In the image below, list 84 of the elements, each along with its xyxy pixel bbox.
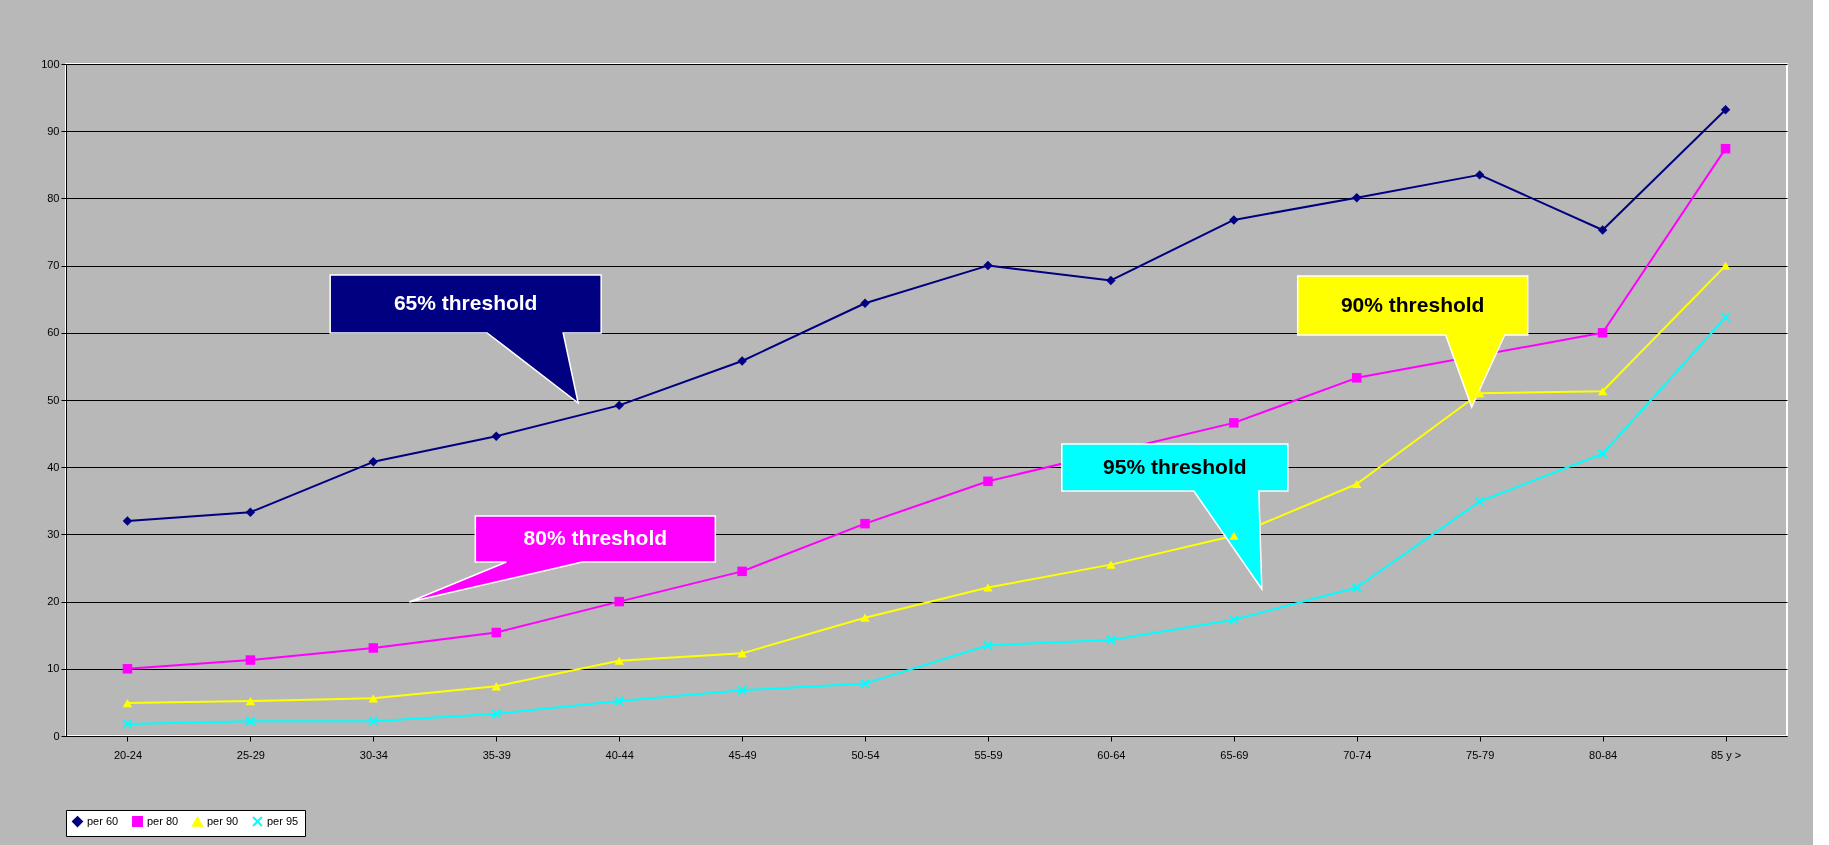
- point: [1105, 634, 1117, 646]
- point: [368, 716, 379, 727]
- point: [245, 716, 256, 727]
- point: [1229, 531, 1239, 540]
- point: [614, 695, 625, 707]
- point: [983, 260, 993, 271]
- x-tick-label: 40-44: [605, 748, 634, 761]
- point: [1474, 389, 1485, 398]
- point: [1229, 215, 1239, 225]
- y-tick-label: 30: [47, 527, 60, 540]
- x-tick-label: 50-54: [851, 748, 880, 761]
- x-tick-label: 75-79: [1466, 748, 1495, 761]
- annotation: 90% threshold: [1340, 292, 1485, 316]
- point: [1106, 275, 1116, 286]
- y-tick-label: 90: [47, 124, 60, 137]
- point: [1229, 418, 1239, 428]
- y-tick-label: 80: [47, 191, 60, 204]
- annotation: 95% threshold: [1103, 454, 1247, 478]
- x-tick-label: 60-64: [1097, 748, 1126, 761]
- y-tick-label: 60: [47, 326, 60, 339]
- point: [122, 516, 133, 526]
- point: [245, 507, 256, 517]
- x-tick-label: 85 y >: [1710, 748, 1742, 761]
- point: [982, 640, 994, 651]
- x-tick-label: 35-39: [482, 748, 511, 761]
- point: [1474, 496, 1485, 507]
- x-tick-label: 25-29: [236, 748, 265, 761]
- point: [122, 664, 133, 674]
- point: [860, 518, 870, 529]
- point: [737, 649, 747, 658]
- legend-label: per 95: [267, 814, 299, 827]
- point: [1474, 170, 1485, 180]
- x-tick-label: 45-49: [728, 748, 757, 761]
- point: [245, 655, 256, 665]
- point: [122, 718, 133, 730]
- x-tick-label: 80-84: [1589, 748, 1618, 761]
- point: [1106, 560, 1116, 569]
- point: [860, 613, 870, 622]
- y-tick-label: 50: [47, 393, 60, 406]
- point: [491, 682, 501, 691]
- y-tick-label: 40: [47, 460, 60, 473]
- y-tick-label: 100: [41, 57, 60, 70]
- annotation: 80% threshold: [523, 526, 668, 549]
- point: [614, 656, 624, 665]
- point: [983, 476, 993, 487]
- point: [1597, 225, 1608, 235]
- point: [491, 708, 502, 720]
- point: [1597, 328, 1608, 338]
- annotation: 65% threshold: [393, 291, 538, 314]
- point: [1720, 104, 1731, 115]
- point: [368, 457, 379, 467]
- point: [1352, 373, 1362, 383]
- y-tick-label: 70: [47, 259, 60, 272]
- legend-label: per 60: [87, 814, 119, 827]
- y-tick-label: 10: [47, 662, 60, 675]
- point: [368, 643, 379, 653]
- point: [737, 566, 747, 577]
- point: [245, 696, 256, 706]
- point: [859, 678, 871, 689]
- x-tick-label: 55-59: [974, 748, 1003, 761]
- point: [1720, 261, 1731, 270]
- legend-label: per 90: [207, 814, 239, 827]
- point: [614, 400, 624, 411]
- point: [983, 583, 993, 592]
- point: [122, 698, 133, 708]
- point: [1597, 448, 1608, 459]
- point: [491, 627, 501, 638]
- x-tick-label: 65-69: [1220, 748, 1249, 761]
- x-tick-label: 70-74: [1343, 748, 1372, 761]
- y-tick-label: 20: [47, 595, 60, 608]
- point: [1720, 312, 1731, 323]
- x-tick-label: 20-24: [113, 748, 143, 761]
- y-tick-label: 0: [53, 729, 60, 742]
- point: [1228, 614, 1239, 625]
- point: [1597, 387, 1608, 396]
- point: [1352, 479, 1362, 489]
- x-tick-label: 30-34: [359, 748, 388, 761]
- point: [736, 685, 748, 696]
- point: [491, 431, 501, 442]
- point: [1351, 582, 1362, 593]
- legend-label: per 80: [147, 814, 179, 827]
- point: [1720, 143, 1731, 154]
- point: [614, 596, 624, 607]
- point: [1352, 192, 1362, 203]
